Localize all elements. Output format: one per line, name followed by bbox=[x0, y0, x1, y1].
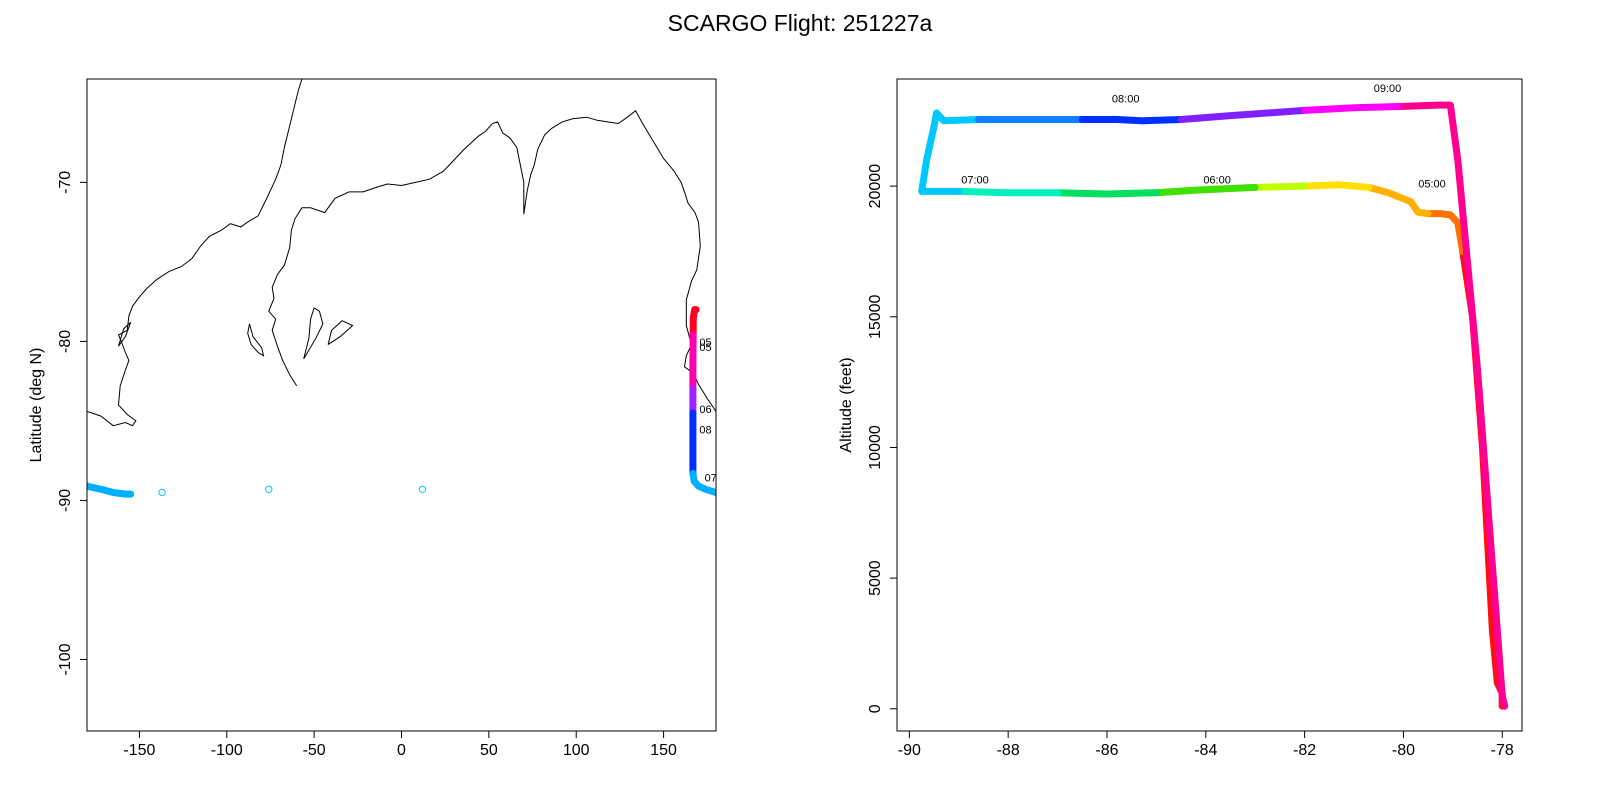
y-tick-label: -90 bbox=[57, 489, 74, 512]
time-label: 08 bbox=[699, 425, 711, 437]
track-segment bbox=[87, 482, 135, 498]
x-tick-label: -82 bbox=[1293, 742, 1316, 759]
y-tick-label: 20000 bbox=[867, 164, 884, 209]
flight-track bbox=[87, 306, 716, 498]
time-labels: 08:00 09:00 07:00 06:00 05:00 bbox=[961, 83, 1446, 190]
track-segment bbox=[1078, 116, 1185, 125]
x-tick-label: -86 bbox=[1095, 742, 1118, 759]
time-label: 05 bbox=[699, 337, 711, 349]
track-segment bbox=[1399, 101, 1509, 710]
time-label: 07:00 bbox=[961, 175, 989, 187]
y-tick-label: -80 bbox=[57, 330, 74, 353]
plot-frame bbox=[86, 78, 717, 732]
time-label: 06:00 bbox=[1203, 175, 1231, 187]
x-tick-label: 150 bbox=[650, 742, 677, 759]
track-segment bbox=[689, 306, 700, 339]
x-tick-label: -80 bbox=[1392, 742, 1415, 759]
x-tick-label: -100 bbox=[211, 742, 243, 759]
track-segment bbox=[1054, 189, 1160, 198]
track-segment bbox=[918, 109, 982, 195]
coastline-segment bbox=[247, 323, 265, 357]
time-label: 07 bbox=[705, 472, 717, 484]
track-segment bbox=[689, 469, 716, 496]
y-tick-label: -100 bbox=[57, 643, 74, 675]
time-label: 06 bbox=[699, 404, 711, 416]
y-tick-label: 5000 bbox=[867, 560, 884, 596]
x-tick-label: -50 bbox=[303, 742, 326, 759]
y-tick-label: 10000 bbox=[867, 425, 884, 470]
figure-title: SCARGO Flight: 251227a bbox=[667, 10, 933, 36]
time-label: 08:00 bbox=[1112, 94, 1140, 106]
x-tick-label: -84 bbox=[1194, 742, 1217, 759]
x-tick-label: -90 bbox=[898, 742, 921, 759]
track-segment bbox=[1177, 106, 1309, 123]
x-tick-label: 0 bbox=[397, 742, 406, 759]
time-label: 05 bbox=[699, 342, 711, 354]
track-point bbox=[418, 485, 427, 493]
x-tick-label: 100 bbox=[563, 742, 590, 759]
track-segment bbox=[1365, 183, 1432, 218]
x-tick-label: -88 bbox=[997, 742, 1020, 759]
track-segment bbox=[1424, 210, 1467, 255]
track-segment bbox=[955, 187, 1062, 197]
coastline bbox=[87, 79, 716, 427]
track-segment bbox=[1152, 183, 1259, 197]
flight-track bbox=[918, 101, 1509, 710]
time-label: 05:00 bbox=[1418, 178, 1446, 190]
track-point bbox=[265, 485, 273, 493]
y-axis-title: Altitude (feet) bbox=[838, 357, 855, 452]
track-segment bbox=[1251, 182, 1309, 191]
plot-frame bbox=[896, 78, 1523, 732]
coastline-segment bbox=[87, 79, 303, 427]
y-tick-label: 0 bbox=[867, 704, 884, 713]
track-segment bbox=[1301, 181, 1373, 191]
coastline-segment bbox=[118, 321, 132, 347]
coastline-segment bbox=[303, 307, 324, 360]
track-point bbox=[158, 488, 166, 497]
time-label: 09:00 bbox=[1374, 83, 1402, 95]
altitude-panel: 08:00 09:00 07:00 06:00 05:00 -90 -88 -86 -84 -82… bbox=[838, 78, 1523, 759]
x-tick-label: -78 bbox=[1491, 742, 1514, 759]
coastline-segment bbox=[327, 320, 354, 346]
y-tick-label: 15000 bbox=[867, 294, 884, 339]
y-tick-label: -70 bbox=[57, 171, 74, 194]
track-segment bbox=[1301, 102, 1407, 114]
y-axis-title: Latitude (deg N) bbox=[28, 348, 45, 463]
coastline-segment bbox=[268, 110, 716, 412]
x-tick-label: 50 bbox=[480, 742, 498, 759]
x-tick-label: -150 bbox=[123, 742, 155, 759]
